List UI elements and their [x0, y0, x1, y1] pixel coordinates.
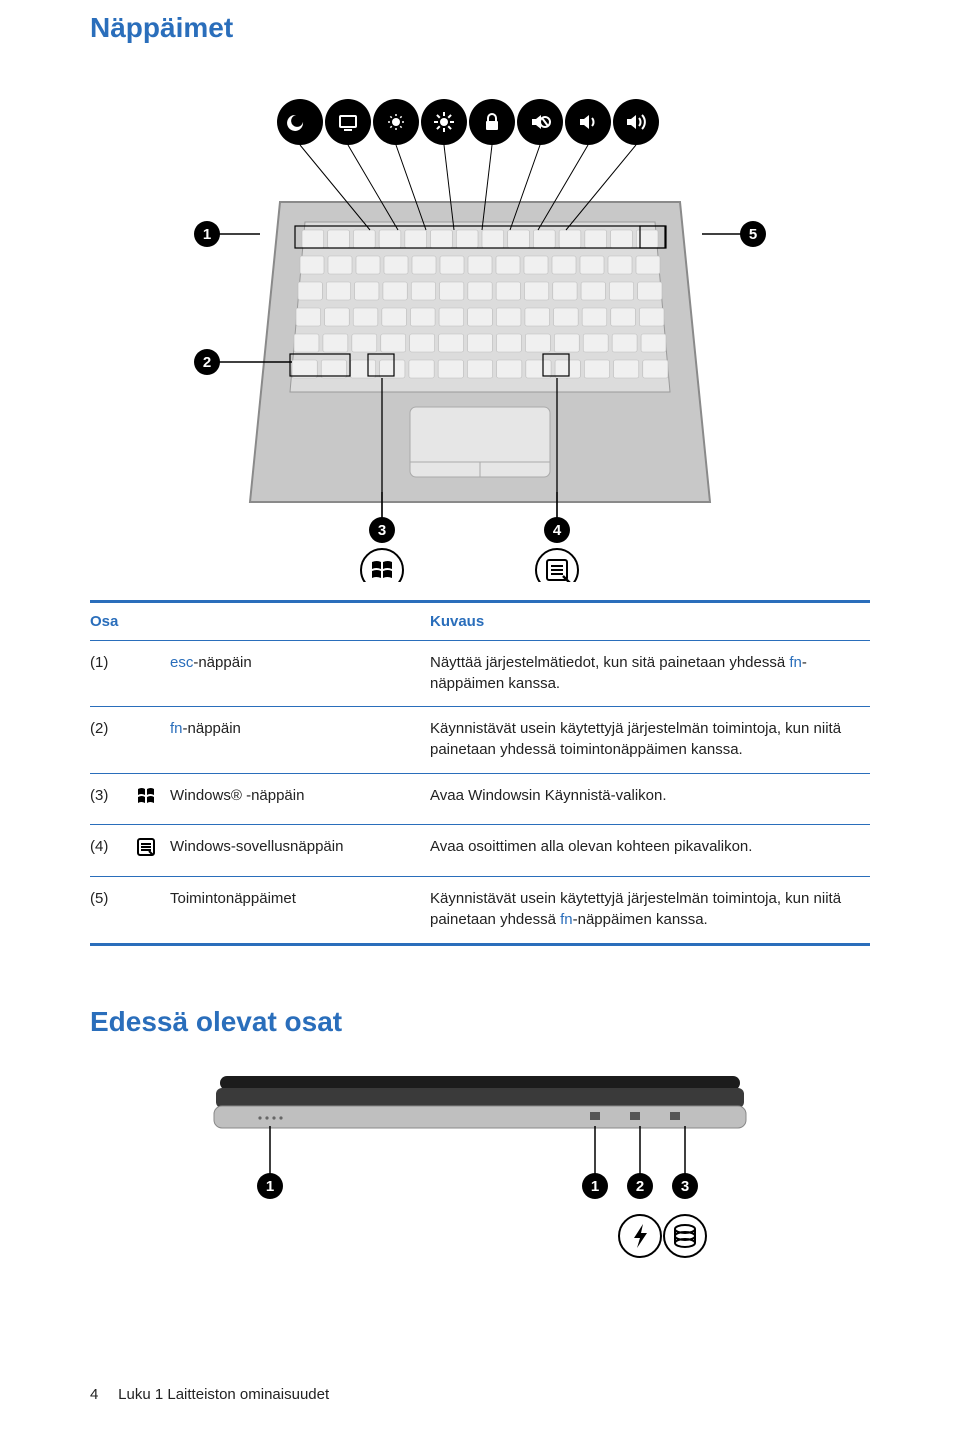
svg-text:2: 2	[203, 354, 211, 371]
keyboard-diagram-svg: 1 2 5 3 4	[150, 62, 810, 582]
svg-text:2: 2	[636, 1178, 644, 1195]
figure-keyboard: 1 2 5 3 4	[90, 62, 870, 582]
heading-keys: Näppäimet	[90, 12, 870, 44]
cell-description: Avaa osoittimen alla olevan kohteen pika…	[430, 825, 870, 877]
table-row: (2) fn-näppäinKäynnistävät usein käytetty…	[90, 707, 870, 773]
th-blank2	[170, 602, 430, 641]
windows-icon	[136, 786, 158, 806]
figure-front: 1 1 2 3	[90, 1056, 870, 1266]
cell-component: Toimintonäppäimet	[170, 877, 430, 944]
cell-component: Windows-sovellusnäppäin	[170, 825, 430, 877]
cell-icon	[136, 877, 170, 944]
cell-icon	[136, 825, 170, 877]
page-footer: 4 Luku 1 Laitteiston ominaisuudet	[90, 1386, 870, 1403]
cell-description: Käynnistävät usein käytettyjä järjestelm…	[430, 707, 870, 773]
context-menu-icon	[136, 837, 158, 857]
table-row: (4) Windows-sovellusnäppäinAvaa osoittime…	[90, 825, 870, 877]
cell-icon	[136, 641, 170, 707]
cell-description: Avaa Windowsin Käynnistä-valikon.	[430, 773, 870, 825]
svg-text:1: 1	[203, 226, 211, 243]
th-kuvaus: Kuvaus	[430, 602, 870, 641]
chapter-label: Luku 1 Laitteiston ominaisuudet	[118, 1386, 329, 1403]
svg-text:1: 1	[266, 1178, 274, 1195]
th-osa: Osa	[90, 602, 136, 641]
svg-text:3: 3	[378, 522, 386, 539]
svg-text:1: 1	[591, 1178, 599, 1195]
keys-table: Osa Kuvaus (1) esc-näppäinNäyttää järjest…	[90, 600, 870, 946]
table-row: (1) esc-näppäinNäyttää järjestelmätiedot,…	[90, 641, 870, 707]
front-diagram-svg: 1 1 2 3	[150, 1056, 810, 1266]
document-page: Näppäimet 1 2 5 3 4 Osa Kuvaus (1) esc-näppäi…	[0, 12, 960, 1443]
table-row: (5) ToimintonäppäimetKäynnistävät usein k…	[90, 877, 870, 944]
page-number: 4	[90, 1386, 114, 1403]
cell-num: (2)	[90, 707, 136, 773]
svg-text:5: 5	[749, 226, 757, 243]
cell-description: Näyttää järjestelmätiedot, kun sitä pain…	[430, 641, 870, 707]
table-row: (3) Windows® -näppäinAvaa Windowsin Käynn…	[90, 773, 870, 825]
heading-front: Edessä olevat osat	[90, 1006, 870, 1038]
svg-text:3: 3	[681, 1178, 689, 1195]
cell-icon	[136, 773, 170, 825]
cell-num: (1)	[90, 641, 136, 707]
cell-num: (5)	[90, 877, 136, 944]
cell-num: (4)	[90, 825, 136, 877]
cell-description: Käynnistävät usein käytettyjä järjestelm…	[430, 877, 870, 944]
cell-num: (3)	[90, 773, 136, 825]
th-blank1	[136, 602, 170, 641]
svg-text:4: 4	[553, 522, 562, 539]
cell-component: esc-näppäin	[170, 641, 430, 707]
cell-icon	[136, 707, 170, 773]
cell-component: fn-näppäin	[170, 707, 430, 773]
cell-component: Windows® -näppäin	[170, 773, 430, 825]
